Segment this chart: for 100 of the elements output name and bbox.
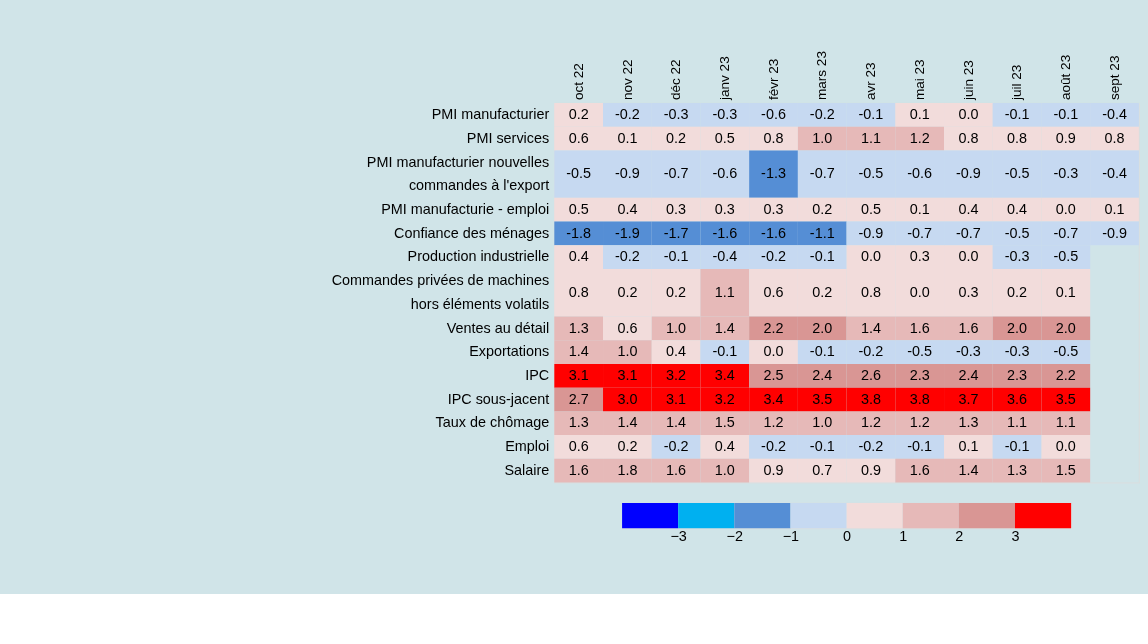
y-tick-label: Exportations (469, 343, 550, 360)
data-label: 1.2 (909, 129, 930, 146)
data-label: 0.0 (958, 248, 979, 265)
data-label: -0.4 (1102, 106, 1127, 123)
x-tick-label: déc 22 (668, 59, 684, 101)
data-label: -0.3 (1004, 248, 1030, 265)
data-label: 1.1 (714, 284, 735, 300)
data-label: -0.5 (1004, 224, 1030, 241)
data-label: 0.8 (763, 129, 784, 146)
data-label: -0.6 (712, 165, 738, 182)
data-label: 3.4 (763, 390, 784, 407)
data-label: 0.4 (714, 438, 735, 455)
data-label: 1.3 (958, 414, 979, 431)
data-label: 2.7 (568, 390, 589, 407)
data-label: 0.3 (909, 248, 930, 265)
data-label: -0.1 (809, 343, 835, 360)
data-label: 0.6 (568, 438, 589, 455)
data-label: -0.5 (566, 165, 592, 182)
data-label: 3.5 (1055, 390, 1076, 407)
x-tick-label: août 23 (1058, 54, 1074, 101)
data-label: 1.0 (617, 343, 638, 360)
data-label: -0.1 (809, 438, 835, 455)
data-label: 3.2 (666, 367, 687, 384)
data-label: 0.2 (666, 284, 687, 300)
color-bar-label: 2 (955, 528, 964, 545)
data-label: 2.3 (1007, 367, 1028, 384)
data-label: 0.2 (812, 284, 833, 300)
x-tick-label: juil 23 (1009, 64, 1025, 102)
data-label: 3.7 (958, 390, 979, 407)
data-label: 1.0 (666, 319, 687, 336)
data-label: -0.6 (907, 165, 933, 182)
data-label: 0.5 (860, 200, 881, 217)
y-tick-label: Confiance des ménages (394, 224, 550, 241)
data-label: 1.6 (666, 461, 687, 478)
data-label: 1.3 (1007, 461, 1028, 478)
data-label: -0.7 (955, 224, 981, 241)
color-bar-label: −1 (782, 528, 800, 545)
data-label: 0.4 (958, 200, 979, 217)
data-label: -0.2 (858, 438, 884, 455)
data-label: 3.6 (1007, 390, 1028, 407)
data-label: -0.4 (712, 248, 738, 265)
data-label: -0.1 (1004, 106, 1030, 123)
x-tick-label: avr 23 (863, 62, 879, 101)
y-tick-label: Ventes au détail (446, 319, 550, 336)
data-label: 0.9 (1055, 129, 1076, 146)
data-label: 0.8 (958, 129, 979, 146)
data-label: 0.2 (666, 129, 687, 146)
y-tick-label: Emploi (505, 438, 550, 455)
data-label: -0.5 (1004, 165, 1030, 182)
data-label: -0.7 (907, 224, 933, 241)
y-tick-label: IPC sous-jacent (447, 390, 550, 407)
data-label: -0.2 (858, 343, 884, 360)
data-label: 0.0 (1055, 438, 1076, 455)
data-label: -0.4 (1102, 165, 1127, 182)
data-label: 0.1 (958, 438, 979, 455)
x-tick-label: oct 22 (570, 63, 586, 101)
data-label: -0.7 (1053, 224, 1079, 241)
data-label: -0.7 (663, 165, 689, 182)
data-label: -0.3 (955, 343, 981, 360)
data-label: 0.3 (958, 284, 979, 300)
data-label: 3.1 (666, 390, 687, 407)
data-label: 2.0 (1055, 319, 1076, 336)
data-label: 1.5 (1055, 461, 1076, 478)
data-label: 0.3 (763, 200, 784, 217)
data-label: -0.5 (1053, 343, 1079, 360)
data-label: 1.2 (860, 414, 881, 431)
data-label: 1.0 (812, 129, 833, 146)
data-label: 0.0 (860, 248, 881, 265)
data-label: 0.8 (860, 284, 881, 300)
data-label: 0.6 (617, 319, 638, 336)
data-label: 2.4 (958, 367, 979, 384)
data-label: 1.3 (568, 414, 589, 431)
data-label: 0.1 (1055, 284, 1076, 300)
y-tick-label: PMI manufacturier nouvelles commandes à l'export (366, 153, 550, 194)
data-label: -1.6 (761, 224, 786, 241)
data-label: 0.2 (617, 438, 638, 455)
data-label: 2.4 (812, 367, 833, 384)
data-label: -0.3 (1053, 165, 1079, 182)
data-label: 3.1 (617, 367, 638, 384)
data-label: 1.2 (763, 414, 784, 431)
x-tick-label: mars 23 (814, 51, 830, 101)
data-label: 0.4 (666, 343, 687, 360)
data-label: 1.8 (617, 461, 638, 478)
data-label: 0.3 (714, 200, 735, 217)
data-label: 0.2 (617, 284, 638, 300)
data-label: 3.8 (909, 390, 930, 407)
y-tick-label: PMI services (466, 129, 550, 146)
data-label: 0.4 (1007, 200, 1028, 217)
data-label: 1.4 (958, 461, 979, 478)
data-label: -1.6 (712, 224, 738, 241)
data-label: 0.9 (860, 461, 881, 478)
data-label: 0.1 (909, 200, 930, 217)
data-label: 0.0 (763, 343, 784, 360)
data-label: 1.4 (568, 343, 589, 360)
x-tick-label: nov 22 (619, 59, 635, 101)
color-bar-label: 3 (1011, 528, 1020, 545)
data-label: 3.8 (860, 390, 881, 407)
y-tick-label: PMI manufacturie - emploi (381, 200, 550, 217)
data-label: -0.3 (712, 106, 738, 123)
data-label: 1.1 (1007, 414, 1028, 431)
